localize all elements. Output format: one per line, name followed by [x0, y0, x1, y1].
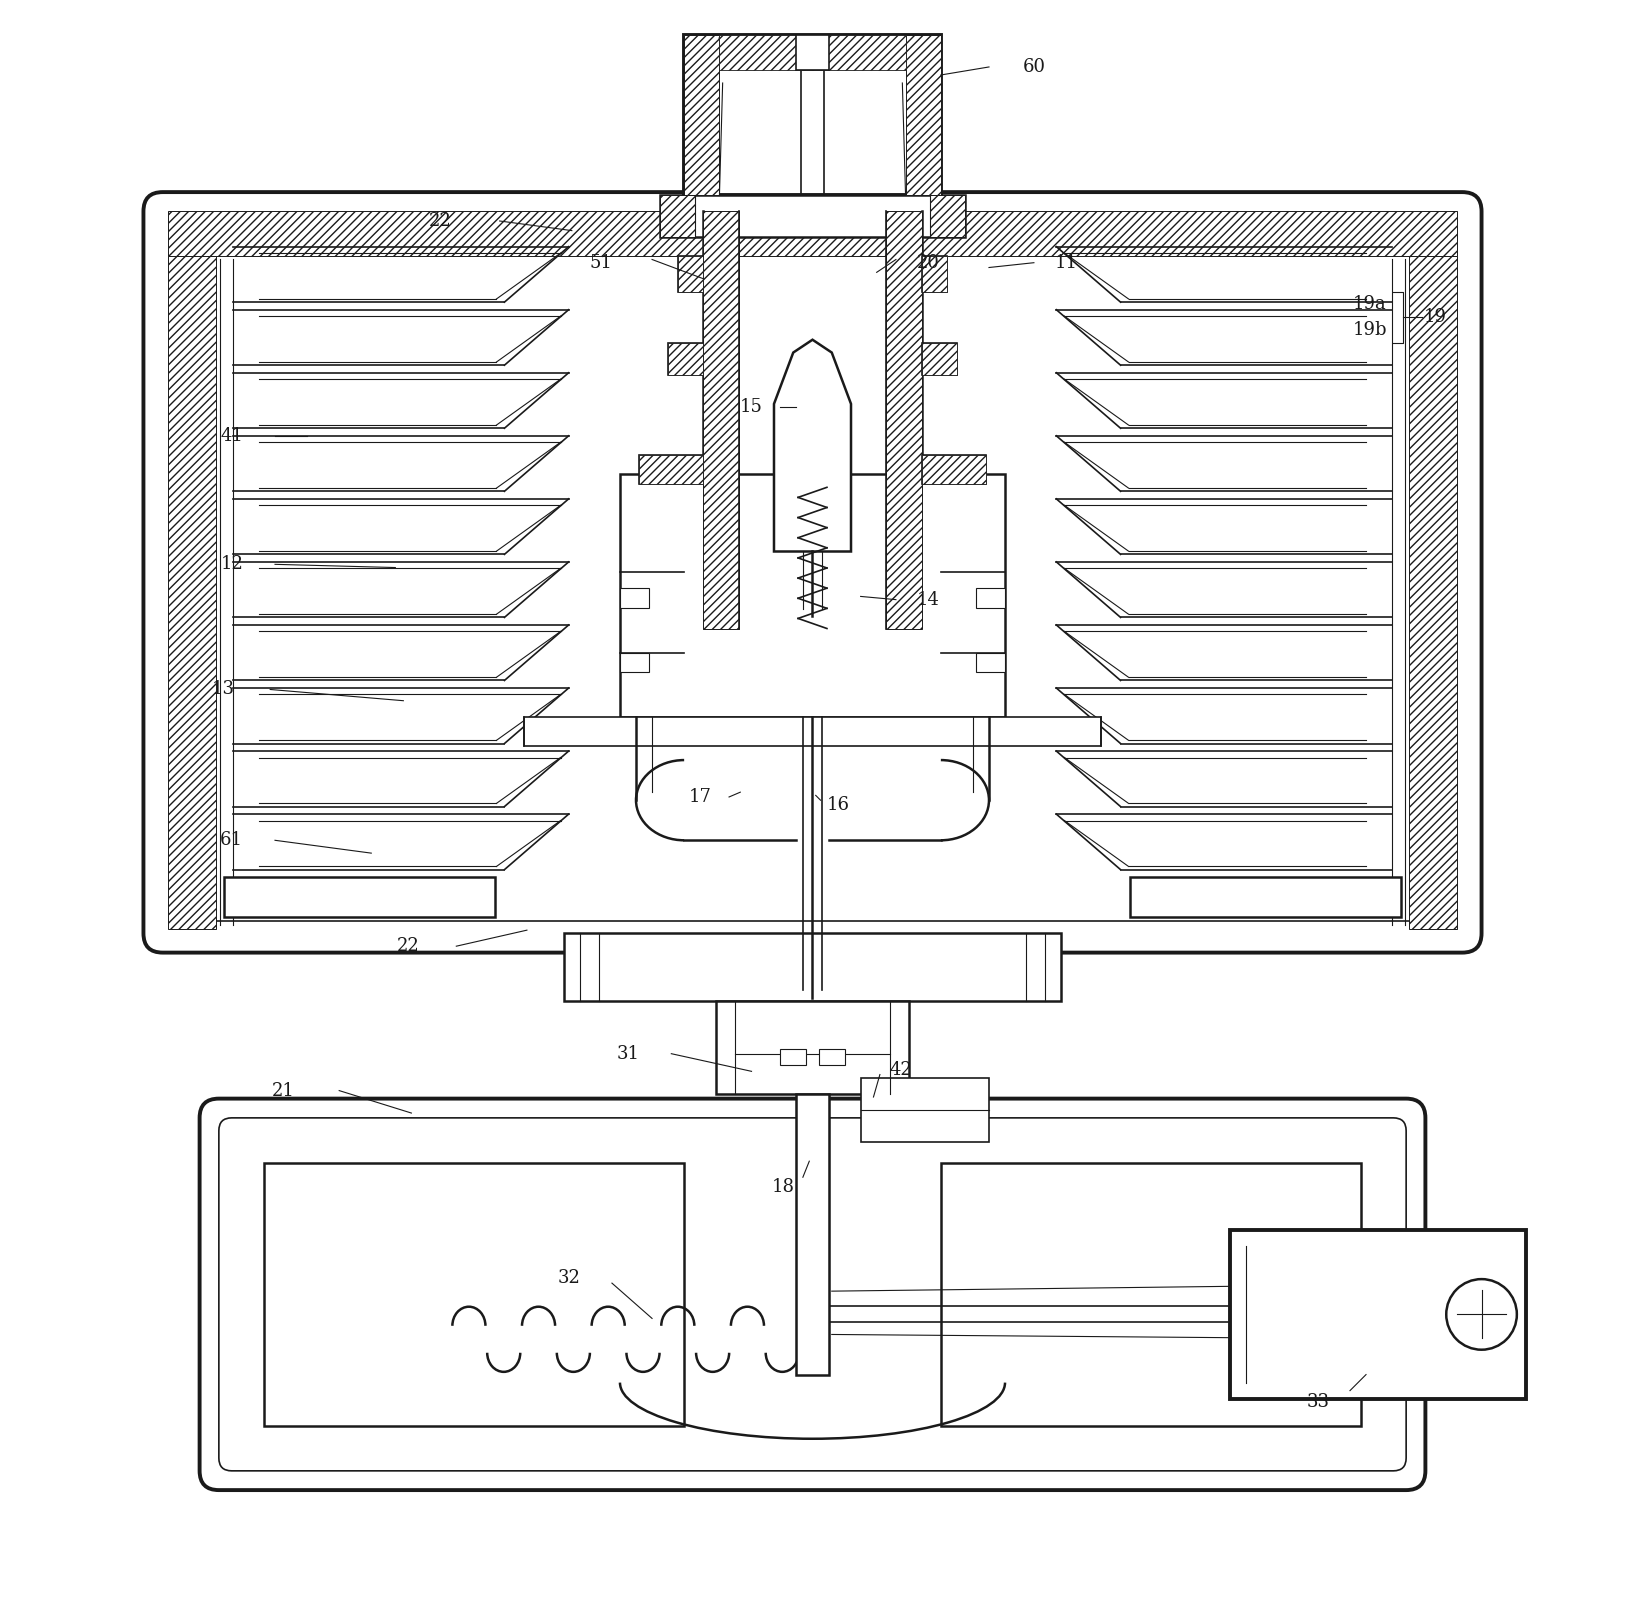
- Text: 19b: 19b: [1352, 320, 1386, 340]
- FancyBboxPatch shape: [143, 192, 1482, 953]
- Bar: [905, 35, 941, 195]
- Bar: [660, 195, 965, 237]
- Bar: [668, 343, 704, 375]
- Text: 11: 11: [1055, 254, 1077, 272]
- Text: 51: 51: [590, 254, 613, 272]
- FancyBboxPatch shape: [219, 1117, 1406, 1472]
- Bar: [921, 343, 957, 375]
- Bar: [720, 35, 905, 71]
- Text: 21: 21: [271, 1082, 294, 1100]
- Text: 18: 18: [772, 1179, 795, 1196]
- Bar: [678, 256, 704, 291]
- Text: 16: 16: [827, 795, 850, 815]
- Bar: [1129, 877, 1401, 918]
- Bar: [861, 1077, 990, 1141]
- Bar: [639, 456, 704, 485]
- Bar: [921, 256, 947, 291]
- Bar: [621, 588, 648, 607]
- Bar: [1230, 1230, 1526, 1399]
- Bar: [167, 211, 1458, 256]
- Bar: [921, 256, 947, 291]
- Circle shape: [1446, 1278, 1516, 1349]
- Bar: [639, 456, 704, 485]
- Bar: [921, 456, 986, 485]
- Text: 61: 61: [221, 831, 244, 850]
- Text: 22: 22: [396, 937, 419, 955]
- Text: 32: 32: [557, 1269, 580, 1288]
- Bar: [1409, 256, 1458, 929]
- Text: 33: 33: [1306, 1393, 1329, 1410]
- Bar: [886, 211, 921, 628]
- Text: 60: 60: [1022, 58, 1045, 76]
- Bar: [678, 256, 704, 291]
- Bar: [176, 224, 1450, 921]
- Text: 42: 42: [889, 1061, 912, 1079]
- Bar: [621, 652, 648, 671]
- PathPatch shape: [774, 340, 852, 552]
- Bar: [668, 343, 704, 375]
- Bar: [819, 1048, 845, 1064]
- Bar: [263, 1162, 684, 1426]
- Bar: [780, 1048, 806, 1064]
- Bar: [684, 35, 941, 195]
- Bar: [941, 1162, 1362, 1426]
- Bar: [977, 652, 1004, 671]
- Text: 22: 22: [429, 213, 452, 230]
- Text: 20: 20: [916, 254, 939, 272]
- Bar: [921, 343, 957, 375]
- Bar: [704, 211, 739, 628]
- Bar: [167, 256, 216, 929]
- Bar: [717, 1001, 908, 1093]
- Bar: [660, 195, 696, 237]
- Text: 13: 13: [213, 681, 236, 699]
- Bar: [684, 35, 720, 195]
- Bar: [564, 934, 1061, 1001]
- Text: 17: 17: [689, 787, 712, 807]
- Bar: [929, 195, 965, 237]
- Text: 14: 14: [916, 591, 939, 609]
- Text: 15: 15: [739, 398, 764, 415]
- Bar: [921, 456, 986, 485]
- Text: 19a: 19a: [1354, 295, 1386, 314]
- Text: 12: 12: [221, 555, 244, 573]
- Bar: [796, 1093, 829, 1375]
- Bar: [523, 716, 1102, 745]
- Bar: [621, 475, 1004, 716]
- Text: 41: 41: [221, 427, 244, 444]
- Bar: [224, 877, 496, 918]
- Text: 19: 19: [1424, 308, 1446, 327]
- Bar: [977, 588, 1004, 607]
- FancyBboxPatch shape: [200, 1098, 1425, 1491]
- Text: 31: 31: [616, 1045, 640, 1063]
- Bar: [796, 35, 829, 71]
